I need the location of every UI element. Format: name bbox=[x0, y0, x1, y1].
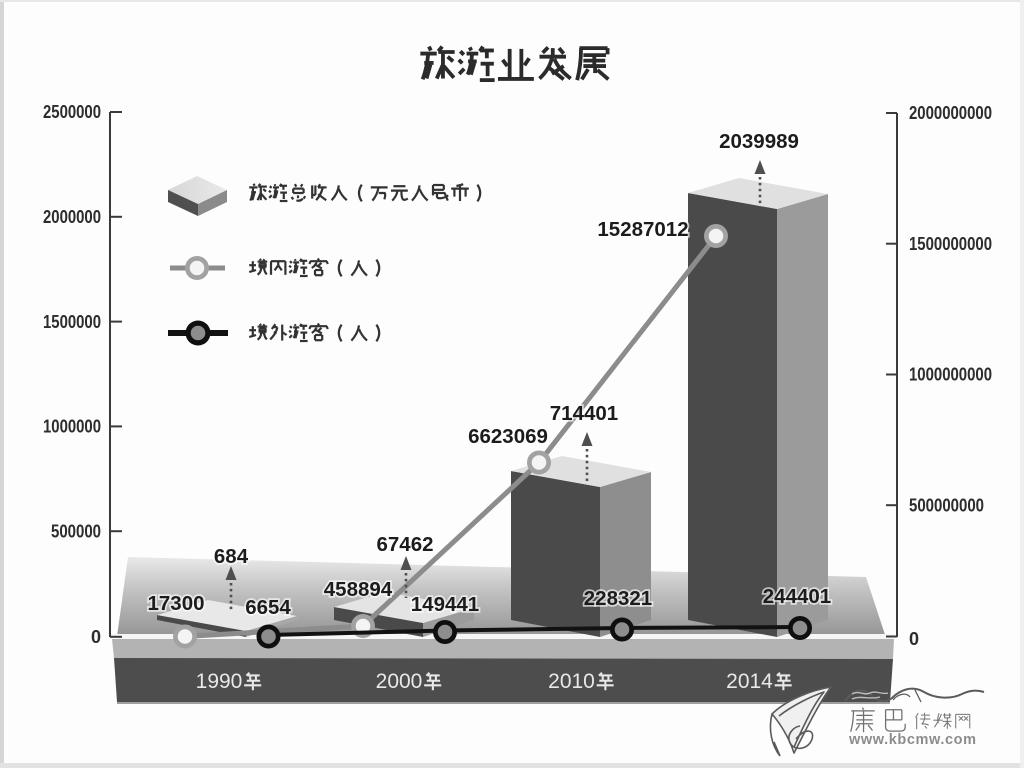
svg-text:1000000: 1000000 bbox=[43, 417, 101, 437]
svg-text:67462: 67462 bbox=[376, 533, 433, 556]
svg-text:500000000: 500000000 bbox=[909, 495, 984, 515]
svg-text:1990: 1990 bbox=[196, 670, 243, 693]
svg-text:2014: 2014 bbox=[726, 670, 773, 693]
svg-text:458894: 458894 bbox=[324, 578, 393, 601]
svg-text:2000000: 2000000 bbox=[43, 207, 101, 227]
svg-text:684: 684 bbox=[214, 545, 249, 568]
svg-text:149441: 149441 bbox=[411, 593, 479, 616]
svg-text:714401: 714401 bbox=[550, 402, 618, 425]
svg-text:1500000000: 1500000000 bbox=[909, 234, 992, 254]
svg-text:0: 0 bbox=[909, 629, 919, 649]
svg-text:1500000: 1500000 bbox=[43, 312, 101, 332]
svg-text:0: 0 bbox=[91, 627, 101, 647]
svg-text:2000: 2000 bbox=[376, 670, 423, 693]
svg-text:500000: 500000 bbox=[51, 521, 101, 541]
svg-text:244401: 244401 bbox=[763, 585, 831, 608]
svg-text:2500000: 2500000 bbox=[43, 102, 101, 122]
svg-text:6623069: 6623069 bbox=[468, 425, 548, 448]
svg-text:2010: 2010 bbox=[548, 670, 595, 693]
svg-text:1000000000: 1000000000 bbox=[909, 365, 992, 385]
svg-text:www.kbcmw.com: www.kbcmw.com bbox=[848, 732, 977, 748]
svg-text:15287012: 15287012 bbox=[597, 218, 688, 241]
svg-text:2039989: 2039989 bbox=[719, 130, 799, 153]
svg-text:228321: 228321 bbox=[584, 587, 652, 610]
svg-text:6654: 6654 bbox=[245, 596, 291, 619]
svg-text:2000000000: 2000000000 bbox=[909, 103, 992, 123]
svg-text:17300: 17300 bbox=[147, 592, 204, 615]
